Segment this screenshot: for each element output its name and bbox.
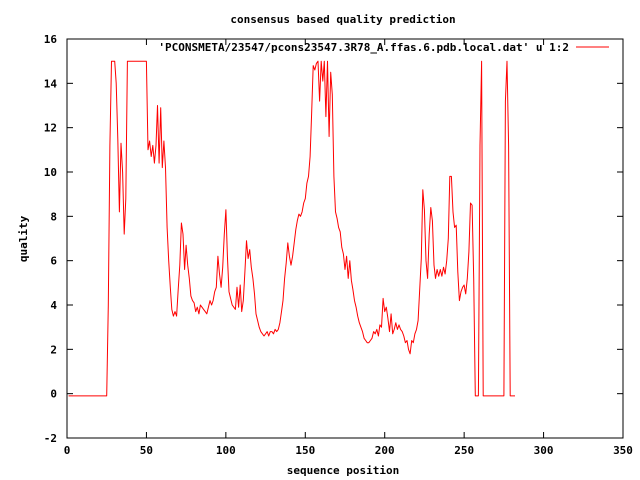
axis-ticks: 0 50 100 150 200 250 300 350 -2 0 2 4 6 8 10 12 14 16 <box>44 33 633 457</box>
y-tick-label: 6 <box>50 255 57 268</box>
y-tick-label: 10 <box>44 166 57 179</box>
y-tick-label: 8 <box>50 210 57 223</box>
x-tick-label: 300 <box>534 444 554 457</box>
y-axis-label: quality <box>17 215 30 262</box>
x-axis-label: sequence position <box>287 464 400 477</box>
chart-title: consensus based quality prediction <box>230 13 455 26</box>
y-tick-label: 2 <box>50 343 57 356</box>
series-line <box>68 60 515 397</box>
x-tick-label: 0 <box>64 444 71 457</box>
y-tick-label: 12 <box>44 122 57 135</box>
x-tick-label: 50 <box>140 444 153 457</box>
x-tick-label: 200 <box>375 444 395 457</box>
y-tick-label: 16 <box>44 33 58 46</box>
plot-frame <box>66 38 624 439</box>
y-tick-label: -2 <box>44 432 57 445</box>
y-tick-label: 0 <box>50 388 57 401</box>
x-tick-label: 100 <box>216 444 236 457</box>
x-tick-label: 350 <box>613 444 633 457</box>
legend: 'PCONSMETA/23547/pcons23547.3R78_A.ffas.… <box>158 41 609 54</box>
x-tick-label: 150 <box>295 444 315 457</box>
y-tick-label: 4 <box>50 299 57 312</box>
x-tick-label: 250 <box>454 444 474 457</box>
legend-label: 'PCONSMETA/23547/pcons23547.3R78_A.ffas.… <box>158 41 569 54</box>
y-tick-label: 14 <box>44 77 58 90</box>
plot-area <box>68 60 515 397</box>
